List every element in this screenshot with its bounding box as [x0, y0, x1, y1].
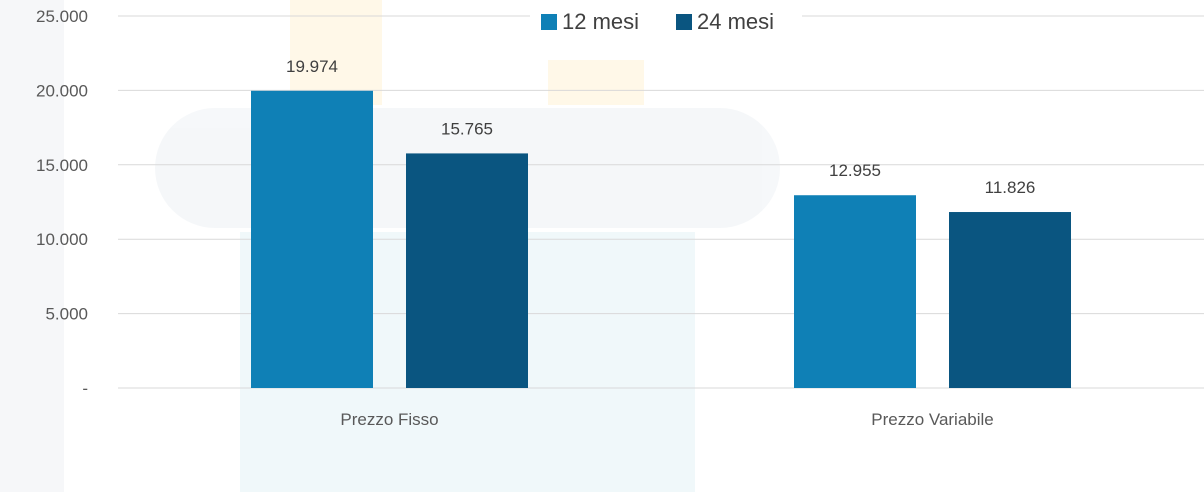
legend-swatch	[676, 14, 692, 30]
y-tick-label: 20.000	[36, 81, 88, 100]
bar	[794, 195, 916, 388]
y-tick-label: 25.000	[36, 7, 88, 26]
legend: 12 mesi 24 mesi	[530, 2, 802, 40]
data-label: 15.765	[441, 119, 493, 138]
legend-label: 12 mesi	[562, 9, 639, 34]
data-label: 19.974	[286, 57, 338, 76]
bar	[949, 212, 1071, 388]
x-axis: Prezzo Fisso Prezzo Variabile	[340, 410, 993, 429]
legend-label: 24 mesi	[697, 9, 774, 34]
y-tick-label: -	[82, 379, 88, 398]
y-tick-label: 5.000	[45, 305, 88, 324]
legend-background	[530, 2, 802, 40]
y-tick-label: 15.000	[36, 156, 88, 175]
data-label: 12.955	[829, 161, 881, 180]
bar	[251, 90, 373, 389]
data-label: 11.826	[985, 178, 1036, 197]
y-axis: - 5.000 10.000 15.000 20.000 25.000	[36, 7, 88, 398]
x-tick-label: Prezzo Variabile	[871, 410, 994, 429]
legend-swatch	[541, 14, 557, 30]
x-tick-label: Prezzo Fisso	[340, 410, 438, 429]
data-labels: 19.974 15.765 12.955 11.826	[286, 57, 1035, 197]
y-tick-label: 10.000	[36, 230, 88, 249]
bars	[251, 90, 1071, 389]
bar	[406, 153, 528, 388]
